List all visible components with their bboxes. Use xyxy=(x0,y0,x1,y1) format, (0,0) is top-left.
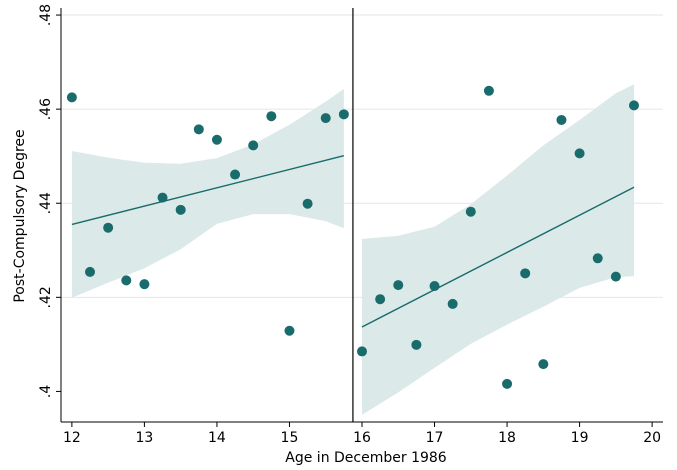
data-points xyxy=(66,85,639,389)
data-point xyxy=(447,298,458,309)
data-point xyxy=(520,268,531,279)
x-tick-label: 19 xyxy=(571,430,589,446)
data-point xyxy=(85,266,96,277)
y-tick-label: .46 xyxy=(38,98,54,120)
x-tick-label: 14 xyxy=(208,430,226,446)
fit-line-2 xyxy=(361,186,635,328)
data-point xyxy=(483,85,494,96)
data-point xyxy=(230,169,241,180)
data-point xyxy=(556,114,567,125)
x-tick-label: 18 xyxy=(498,430,516,446)
data-point xyxy=(266,111,277,122)
data-point xyxy=(465,206,476,217)
data-point xyxy=(193,124,204,135)
y-tick-label: .4 xyxy=(38,385,54,398)
fit-line-1 xyxy=(71,155,345,226)
data-point xyxy=(302,198,313,209)
confidence-band-2 xyxy=(362,84,634,415)
data-point xyxy=(411,339,422,350)
data-point xyxy=(211,134,222,145)
fit-lines xyxy=(71,155,635,328)
data-point xyxy=(610,271,621,282)
data-point xyxy=(175,204,186,215)
data-point xyxy=(628,100,639,111)
data-point xyxy=(284,325,295,336)
x-tick-label: 12 xyxy=(63,430,81,446)
x-tick-label: 20 xyxy=(643,430,661,446)
x-tick-label: 13 xyxy=(135,430,153,446)
y-tick-label: .48 xyxy=(38,4,54,26)
x-tick-label: 16 xyxy=(353,430,371,446)
data-point xyxy=(248,140,259,151)
confidence-band-1 xyxy=(71,88,344,298)
data-point xyxy=(157,192,168,203)
data-point xyxy=(502,378,513,389)
y-axis-title: Post-Compulsory Degree xyxy=(12,129,28,302)
data-point xyxy=(66,92,77,103)
data-point xyxy=(538,359,549,370)
data-point xyxy=(375,294,386,305)
data-point xyxy=(429,281,440,292)
x-tick-label: 15 xyxy=(281,430,299,446)
data-point xyxy=(357,346,367,357)
x-axis-title: Age in December 1986 xyxy=(285,450,447,466)
x-tick-label: 17 xyxy=(426,430,444,446)
data-point xyxy=(393,280,404,291)
axes: 12 13 14 15 16 17 18 19 20 .4 .42 .44 .46 .48 xyxy=(38,4,663,446)
data-point xyxy=(574,148,585,159)
data-point xyxy=(103,222,114,233)
data-point xyxy=(139,279,150,290)
confidence-bands xyxy=(71,84,634,415)
y-tick-label: .44 xyxy=(38,192,54,214)
data-point xyxy=(592,253,603,264)
y-tick-label: .42 xyxy=(38,286,54,308)
data-point xyxy=(320,113,331,124)
data-point xyxy=(121,275,132,286)
data-point xyxy=(338,109,349,120)
